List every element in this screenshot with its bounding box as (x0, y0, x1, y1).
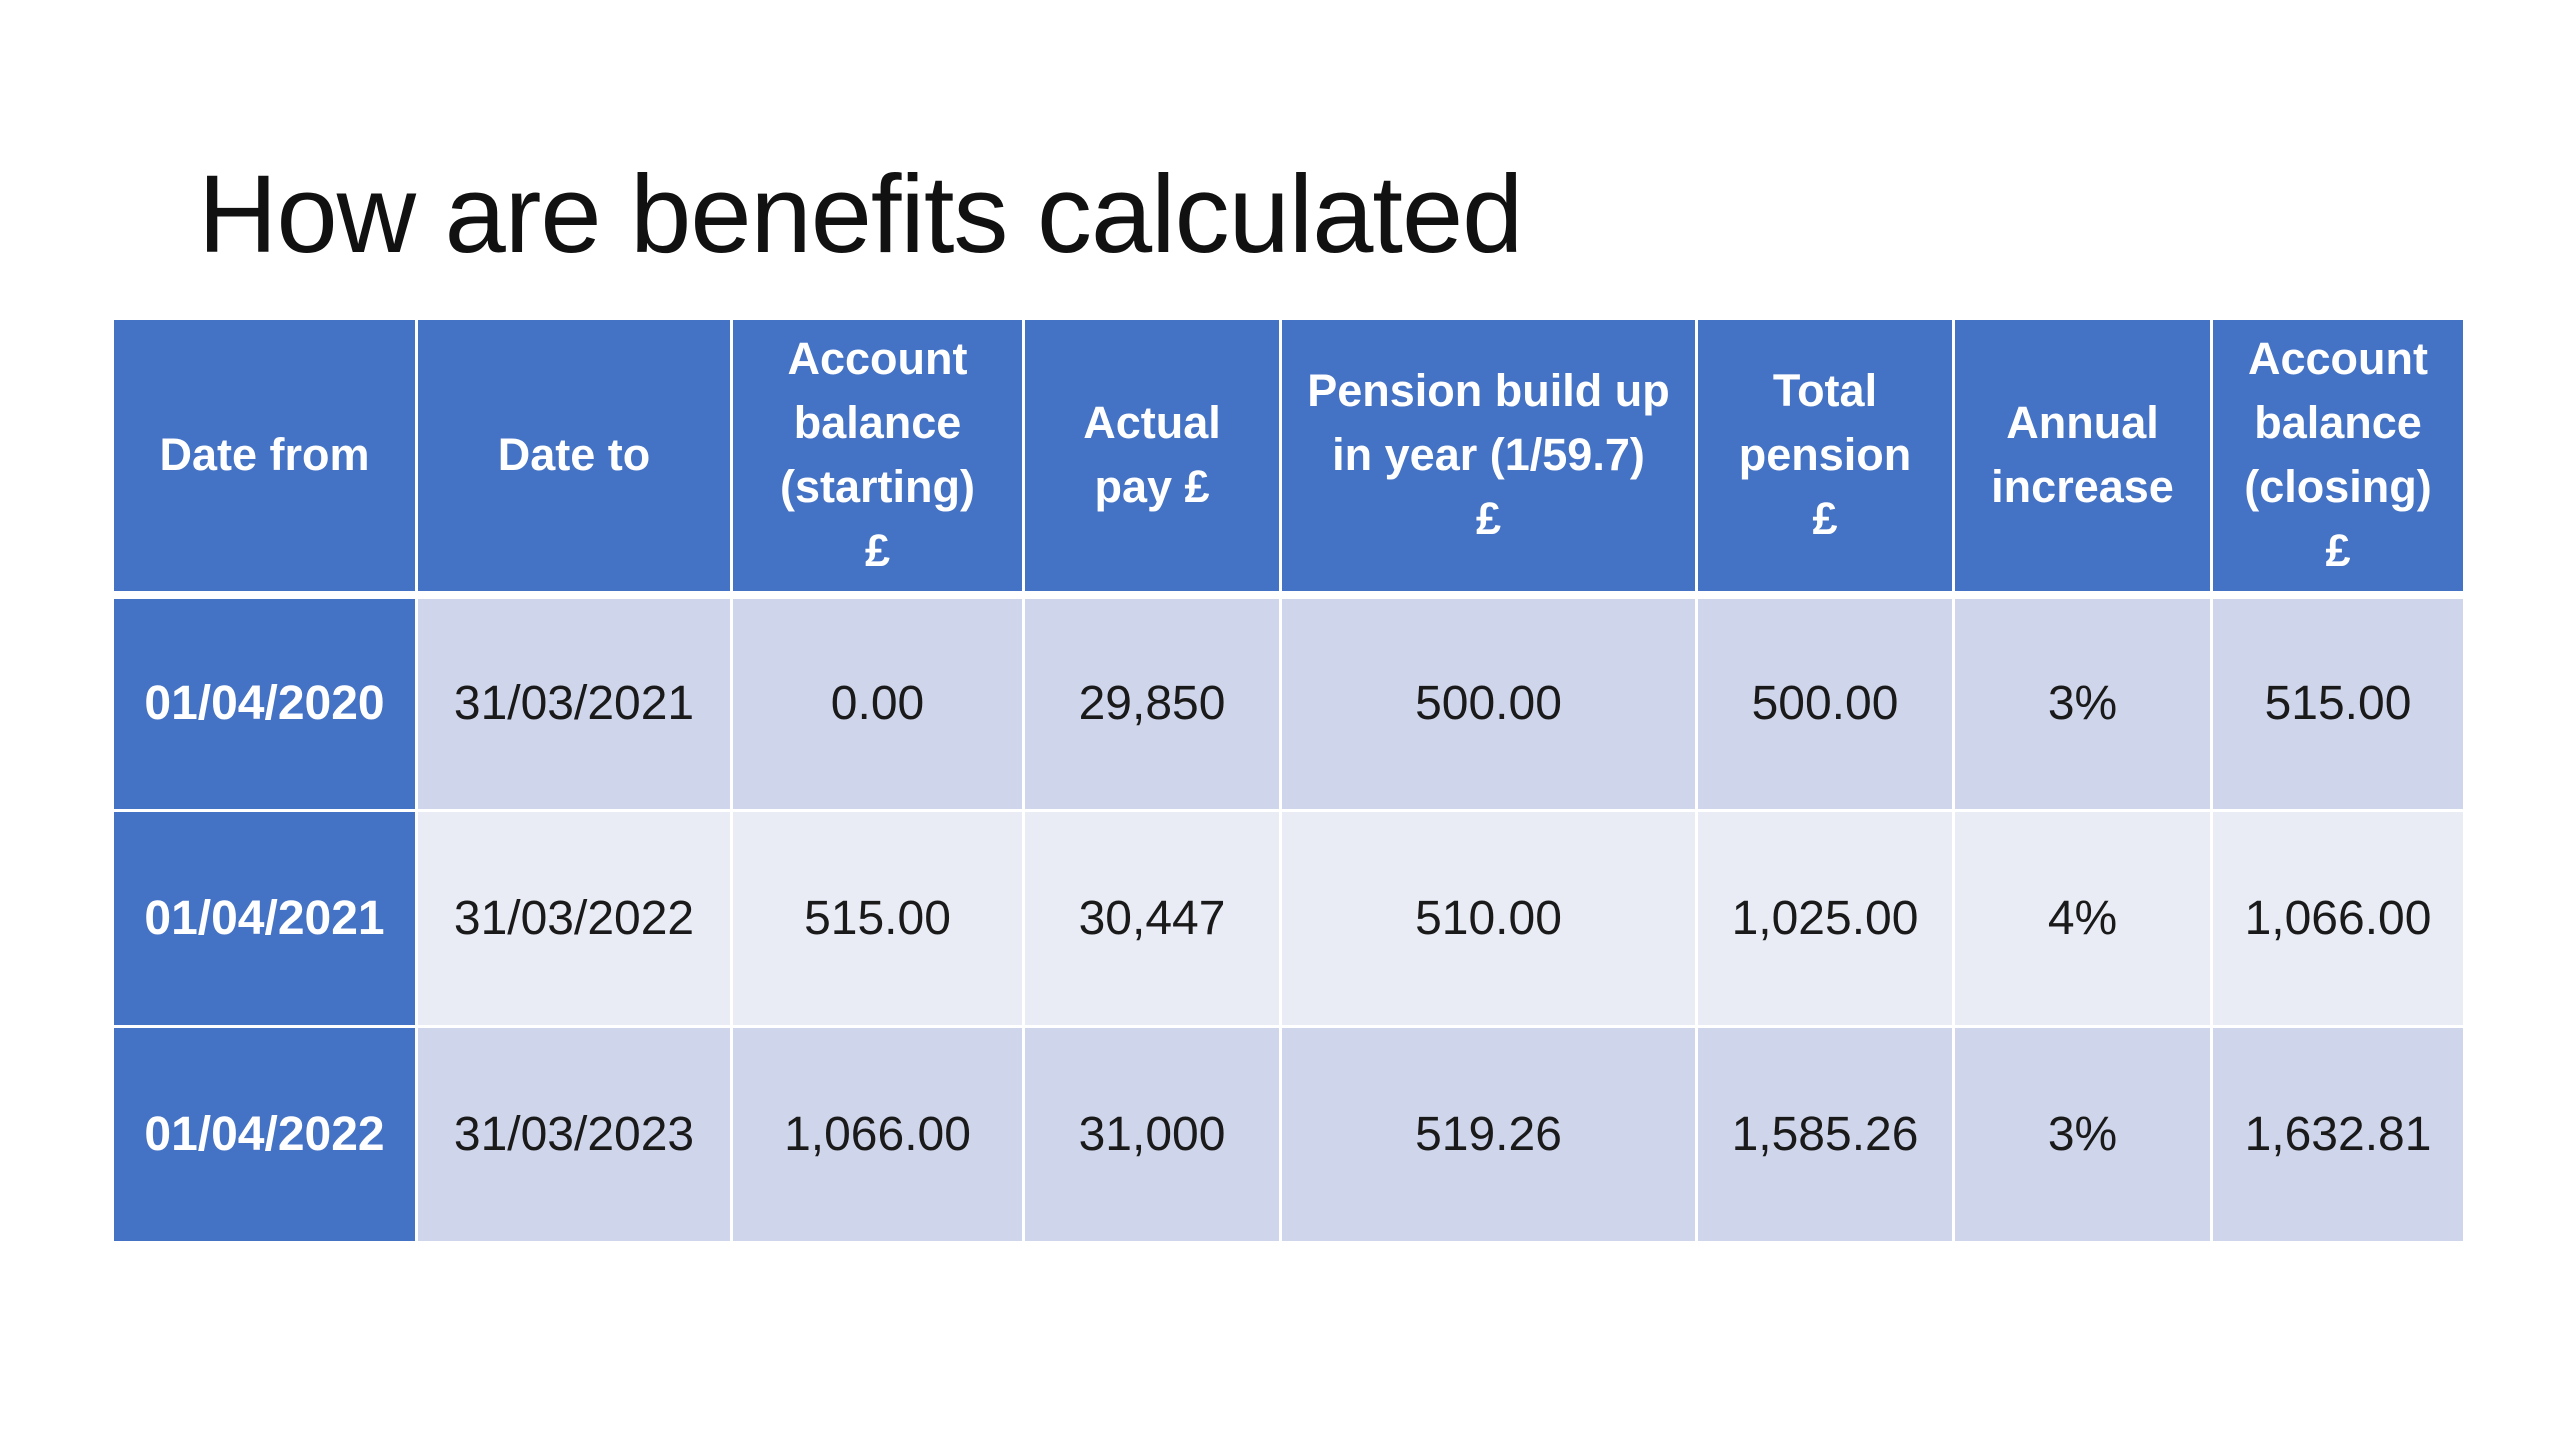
header-date-to: Date to (415, 317, 733, 599)
annual-increase-cell: 3% (1952, 593, 2213, 812)
header-total-pension: Total pension £ (1695, 317, 1955, 599)
header-date-from: Date from (111, 317, 418, 599)
header-line: increase (1991, 461, 2174, 513)
table-row: 01/04/2021 31/03/2022 515.00 30,447 510.… (111, 809, 2466, 1028)
table-row: 01/04/2022 31/03/2023 1,066.00 31,000 51… (111, 1025, 2466, 1244)
header-line: Annual (2006, 397, 2159, 449)
total-pension-cell: 1,585.26 (1695, 1025, 1955, 1244)
header-line: in year (1/59.7) (1332, 429, 1645, 481)
header-pension-build-up: Pension build up in year (1/59.7) £ (1279, 317, 1698, 599)
header-account-balance-starting: Account balance (starting) £ (730, 317, 1025, 599)
header-line: Total (1772, 365, 1878, 417)
account-balance-starting-cell: 515.00 (730, 809, 1025, 1028)
total-pension-cell: 500.00 (1695, 593, 1955, 812)
header-line: pay £ (1094, 461, 1210, 513)
header-line: £ (2325, 525, 2351, 577)
header-line: (closing) (2244, 461, 2432, 513)
actual-pay-cell: 31,000 (1022, 1025, 1282, 1244)
account-balance-closing-cell: 515.00 (2210, 593, 2466, 812)
total-pension-cell: 1,025.00 (1695, 809, 1955, 1028)
header-line: Date to (497, 429, 651, 481)
header-line: (starting) (780, 461, 975, 513)
header-annual-increase: Annual increase (1952, 317, 2213, 599)
header-line: £ (1475, 493, 1502, 545)
header-line: pension (1738, 429, 1912, 481)
account-balance-closing-cell: 1,066.00 (2210, 809, 2466, 1028)
header-actual-pay: Actual pay £ (1022, 317, 1282, 599)
header-line: Account (2248, 333, 2428, 385)
header-line: £ (864, 525, 891, 577)
header-line: £ (1812, 493, 1838, 545)
table-row: 01/04/2020 31/03/2021 0.00 29,850 500.00… (111, 593, 2466, 812)
account-balance-starting-cell: 1,066.00 (730, 1025, 1025, 1244)
date-to-cell: 31/03/2021 (415, 593, 733, 812)
date-from-cell: 01/04/2021 (111, 809, 418, 1028)
header-line: Account (787, 333, 968, 385)
header-row: Date from Date to Account balance (start… (111, 317, 2466, 599)
date-from-cell: 01/04/2022 (111, 1025, 418, 1244)
actual-pay-cell: 29,850 (1022, 593, 1282, 812)
header-line: Actual (1083, 397, 1221, 449)
account-balance-starting-cell: 0.00 (730, 593, 1025, 812)
header-account-balance-closing: Account balance (closing) £ (2210, 317, 2466, 599)
pension-build-up-cell: 510.00 (1279, 809, 1698, 1028)
slide-title: How are benefits calculated (198, 153, 1523, 276)
actual-pay-cell: 30,447 (1022, 809, 1282, 1028)
date-to-cell: 31/03/2022 (415, 809, 733, 1028)
date-to-cell: 31/03/2023 (415, 1025, 733, 1244)
header-line: balance (793, 397, 962, 449)
account-balance-closing-cell: 1,632.81 (2210, 1025, 2466, 1244)
header-line: Pension build up (1307, 365, 1670, 417)
pension-build-up-cell: 519.26 (1279, 1025, 1698, 1244)
header-line: Date from (159, 429, 370, 481)
annual-increase-cell: 4% (1952, 809, 2213, 1028)
pension-build-up-cell: 500.00 (1279, 593, 1698, 812)
date-from-cell: 01/04/2020 (111, 593, 418, 812)
header-line: balance (2254, 397, 2422, 449)
benefits-table: Date from Date to Account balance (start… (111, 317, 2466, 1244)
annual-increase-cell: 3% (1952, 1025, 2213, 1244)
